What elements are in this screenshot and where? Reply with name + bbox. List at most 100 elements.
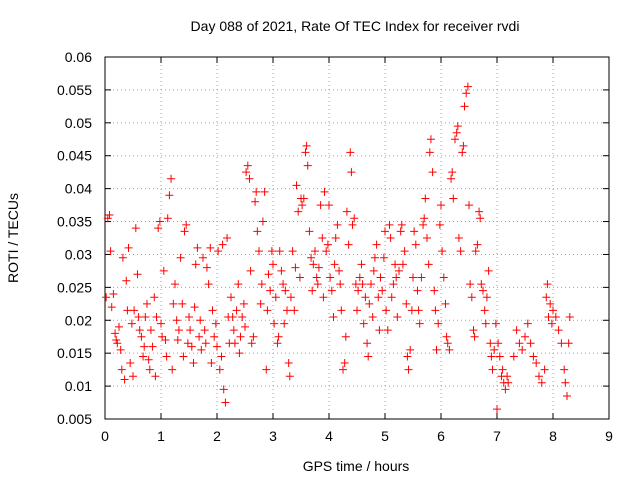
data-point [375, 326, 384, 335]
data-point [141, 312, 150, 321]
data-point [389, 280, 398, 289]
data-point [361, 293, 370, 302]
data-point [326, 273, 335, 282]
y-tick-label: 0.025 [57, 279, 92, 295]
data-point [441, 299, 450, 308]
data-point [565, 312, 574, 321]
data-point [266, 286, 275, 295]
data-point [235, 349, 244, 358]
data-point [155, 217, 164, 226]
data-point [329, 312, 338, 321]
data-point [115, 322, 123, 331]
data-point [140, 342, 149, 351]
data-point [182, 220, 191, 229]
data-point [370, 253, 379, 262]
data-point [201, 339, 210, 348]
chart-title: Day 088 of 2021, Rate Of TEC Index for r… [191, 18, 520, 34]
data-point [335, 266, 344, 275]
data-point [230, 339, 239, 348]
data-point [484, 266, 493, 275]
data-point [258, 217, 267, 226]
data-point [421, 194, 430, 203]
data-point [467, 293, 476, 302]
data-point [453, 122, 462, 131]
data-point [398, 260, 407, 269]
data-point [469, 326, 478, 335]
data-point [437, 201, 445, 210]
data-point [434, 319, 443, 328]
data-point [135, 326, 144, 335]
data-point [154, 224, 163, 233]
data-point [466, 280, 475, 289]
data-point [532, 359, 541, 368]
data-point [438, 247, 447, 256]
data-point [299, 194, 308, 203]
data-point [509, 352, 518, 361]
data-point [195, 332, 204, 341]
data-point [303, 161, 312, 170]
data-point [327, 286, 336, 295]
data-point [378, 286, 387, 295]
data-point [369, 266, 378, 275]
data-point [200, 326, 209, 335]
data-point [442, 332, 451, 341]
data-point [383, 326, 392, 335]
data-point [215, 365, 224, 374]
data-point [270, 319, 279, 328]
data-point [118, 253, 127, 262]
data-point [311, 247, 319, 256]
data-point [291, 263, 300, 272]
grid-lines [105, 57, 609, 419]
data-point [120, 375, 129, 384]
y-tick-label: 0.015 [57, 345, 92, 361]
data-point [243, 161, 252, 170]
data-point [449, 194, 458, 203]
data-point [480, 306, 489, 315]
data-point [318, 234, 327, 242]
data-point [228, 312, 237, 321]
data-point [271, 293, 280, 302]
data-point [305, 227, 314, 236]
data-point [354, 286, 363, 295]
data-point [193, 243, 202, 252]
data-point [229, 326, 238, 335]
data-point [286, 293, 295, 302]
data-point [432, 345, 441, 354]
data-point [106, 247, 115, 256]
data-point [344, 240, 353, 249]
data-point [419, 220, 428, 229]
data-point [535, 372, 543, 381]
data-point [448, 168, 457, 177]
data-point [102, 293, 111, 302]
data-point [526, 339, 535, 348]
data-point [207, 359, 216, 368]
data-point [488, 365, 497, 374]
data-point [456, 247, 465, 256]
data-point [443, 339, 452, 348]
data-point [403, 352, 412, 361]
data-point [145, 365, 154, 374]
y-tick-label: 0.02 [65, 312, 92, 328]
data-point [105, 210, 114, 219]
data-point [363, 339, 372, 348]
data-point [187, 342, 196, 351]
data-point [176, 253, 185, 262]
data-point [269, 260, 277, 269]
data-point [337, 306, 346, 315]
data-point [460, 102, 469, 111]
data-point [103, 214, 112, 223]
data-point [546, 299, 555, 308]
data-point [382, 306, 391, 315]
data-point [355, 273, 364, 282]
data-point [476, 214, 485, 223]
data-point [234, 280, 243, 289]
data-point [238, 312, 247, 321]
data-point [447, 174, 456, 183]
data-point [150, 293, 159, 302]
data-point [139, 352, 148, 361]
data-point [191, 260, 200, 269]
data-point [294, 207, 303, 216]
data-point [400, 247, 409, 256]
data-point [512, 326, 521, 335]
data-point [357, 260, 366, 269]
